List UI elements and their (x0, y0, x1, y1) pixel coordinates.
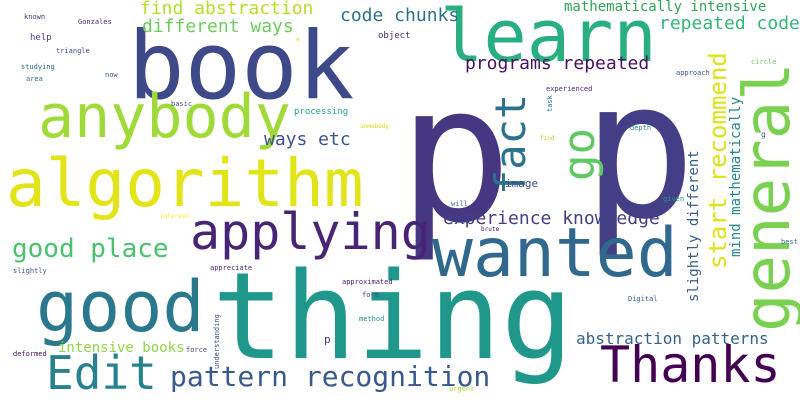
word-method: method (359, 315, 385, 323)
word-edit: Edit (46, 346, 157, 400)
word-processing: processing (294, 107, 349, 117)
word-book: book (128, 12, 355, 121)
word-depth: depth (630, 124, 652, 132)
word-somebody: somebody (360, 123, 389, 130)
word-algorithm: algorithm (6, 145, 364, 222)
word-brute: brute (481, 226, 500, 233)
word-p-large-1: p (398, 44, 513, 265)
word-experienced: experienced (546, 85, 593, 93)
word-different-ways: different ways (142, 16, 294, 37)
word-understanding: understanding (213, 314, 221, 369)
word-mind-mathematically: mind mathematically (728, 96, 744, 257)
word-image: image (505, 177, 539, 190)
word-repeated-code: repeated code (659, 13, 800, 34)
word-programs-repeated: programs repeated (465, 53, 650, 74)
word-applying: applying (190, 203, 431, 261)
word-abstraction-patterns: abstraction patterns (576, 329, 769, 348)
word-studying: studying (21, 63, 55, 71)
word-slightly: slightly (13, 267, 47, 275)
word-g: g (761, 130, 766, 139)
word-pattern-recognition: pattern recognition (170, 360, 491, 393)
word-mathematically-intensive: mathematically intensive (564, 0, 767, 15)
word-e: e (296, 36, 300, 43)
word-given: given (663, 195, 685, 203)
word-basic: basic (171, 100, 193, 108)
word-wanted: wanted (432, 214, 678, 293)
word-experience-knowledge: experience knowledge (443, 208, 660, 229)
word-now: now (105, 71, 118, 79)
word-slightly-different: slightly different (686, 150, 702, 302)
word-general: general (731, 62, 800, 332)
word-deformed: deformed (13, 350, 47, 358)
word-best: best (781, 238, 798, 246)
word-good: good (36, 266, 205, 348)
word-appreciate: appreciate (210, 264, 253, 272)
word-circle: circle (751, 58, 777, 66)
word-learn: learn (440, 0, 657, 78)
word-approach: approach (676, 69, 710, 77)
word-thing: thing (212, 248, 574, 387)
word-code-chunks: code chunks (340, 5, 460, 26)
word-anybody: anybody (38, 82, 291, 152)
word-go: go (554, 128, 605, 181)
word-urgent: urgent (449, 385, 475, 393)
word-find: find (540, 135, 555, 142)
word-p-small: p (324, 333, 331, 346)
word-intensive-books: intensive books (58, 340, 185, 356)
word-area: area (26, 75, 43, 83)
word-approximated: approximated (342, 278, 393, 286)
word-good-place: good place (12, 234, 169, 264)
word-known: known (24, 13, 46, 21)
word-gonzales: Gonzales (78, 18, 112, 26)
word-will: will (451, 200, 468, 208)
word-ways-etc: ways etc (264, 129, 351, 150)
word-thanks: Thanks (600, 336, 781, 394)
word-digital: Digital (628, 295, 658, 303)
word-triangle: triangle (56, 47, 90, 55)
word-force: force (186, 346, 208, 354)
word-object: object (378, 31, 411, 41)
word-task: task (546, 95, 554, 112)
word-p-large-2: p (582, 40, 697, 261)
word-help: help (30, 33, 52, 43)
word-find-abstraction: find abstraction (140, 0, 314, 19)
word-form: form (362, 291, 379, 299)
word-interest: interest (160, 213, 189, 220)
word-start-recommend: start recommend (704, 52, 732, 269)
